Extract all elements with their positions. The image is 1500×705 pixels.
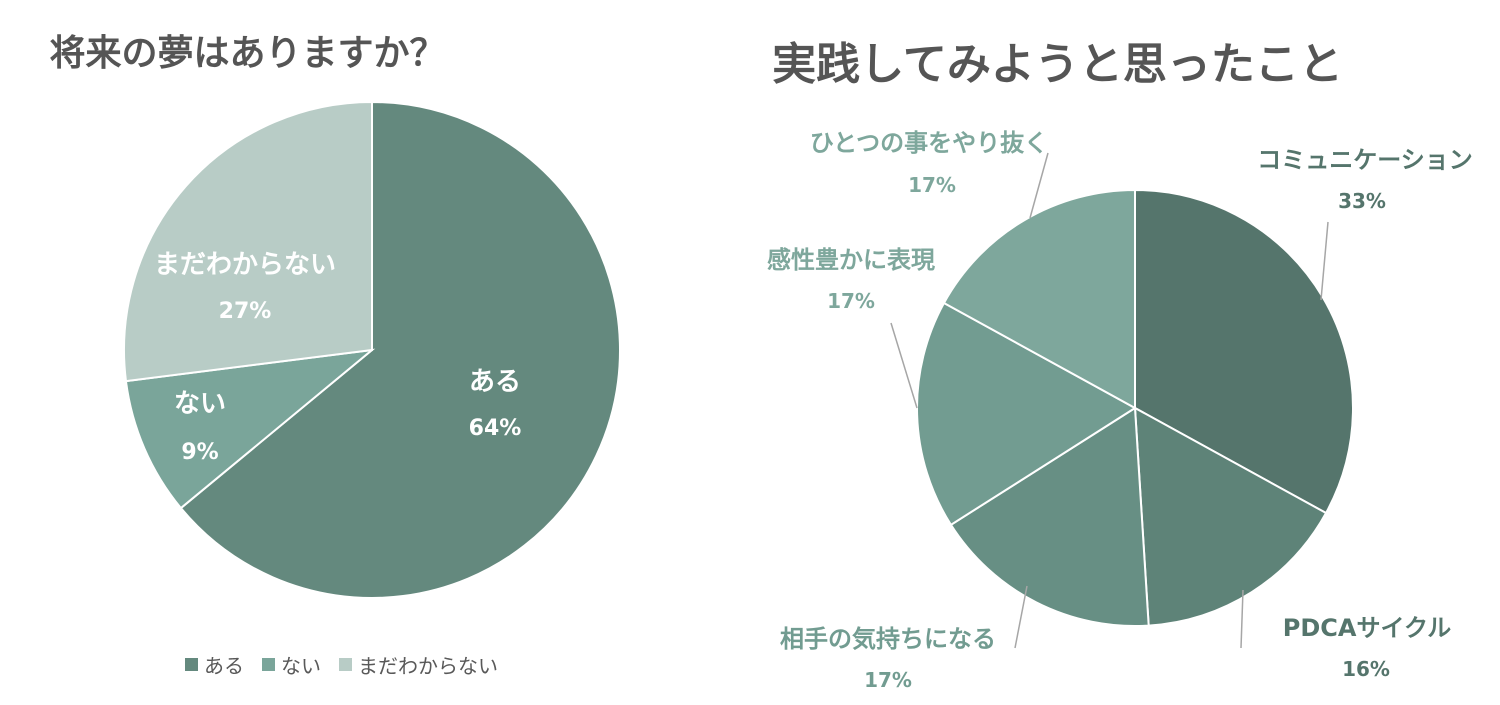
slice-percent-1: 9% [181, 440, 218, 465]
legend-item-madawakaranai: まだわからない [339, 650, 498, 679]
leader-line-1 [1240, 589, 1244, 649]
chart-panel-dreams: 将来の夢はありますか？ ある 64% ない 9% まだわからない 27% ある ない まだ… [0, 0, 745, 705]
leader-line-2 [1014, 585, 1028, 649]
leader-line-0 [1320, 221, 1329, 301]
pie-slice-2 [949, 406, 1150, 627]
pie-slice-0 [179, 100, 621, 599]
slice-label-2: まだわからない [154, 250, 336, 280]
slice-percent-0: 64% [469, 416, 522, 441]
leader-line-4 [1029, 152, 1049, 219]
slice-percent-3: 17% [827, 289, 875, 313]
legend-item-nai: ない [262, 650, 321, 679]
slice-percent-1: 16% [1342, 657, 1390, 681]
slice-label-4: ひとつの事をやり抜く [810, 129, 1048, 157]
leader-line-3 [890, 322, 918, 409]
slice-percent-2: 17% [864, 668, 912, 692]
slice-label-1: PDCAサイクル [1283, 614, 1452, 642]
slice-label-0: コミュニケーション [1257, 146, 1473, 174]
slice-label-1: ない [174, 389, 226, 419]
slice-percent-4: 17% [908, 173, 956, 197]
legend-swatch-madawakaranai [339, 658, 352, 671]
chart-panel-practice: 実践してみようと思ったこと コミュニケーション 33% PDCAサイクル 16% 相手の… [745, 0, 1500, 705]
pie-slice-1 [124, 348, 376, 510]
pie-slice-3 [916, 301, 1137, 527]
legend-label-aru: ある [204, 654, 244, 678]
pie-chart-practice: コミュニケーション 33% PDCAサイクル 16% 相手の気持ちになる 17% 感性豊かに… [767, 129, 1473, 692]
slice-label-0: ある [469, 367, 521, 397]
slice-percent-2: 27% [219, 299, 272, 324]
pie-slice-0 [1134, 188, 1354, 515]
slice-label-2: 相手の気持ちになる [780, 625, 996, 653]
chart-title-practice: 実践してみようと思ったこと [772, 39, 1343, 90]
legend-swatch-nai [262, 658, 275, 671]
legend-swatch-aru [185, 658, 198, 671]
legend-item-aru: ある [185, 650, 244, 679]
legend-label-madawakaranai: まだわからない [358, 654, 498, 678]
pie-slice-1 [1133, 406, 1328, 627]
chart-title-dreams: 将来の夢はありますか？ [49, 33, 446, 74]
slice-label-3: 感性豊かに表現 [767, 246, 935, 274]
pie-slice-4 [942, 188, 1136, 410]
legend-dreams: ある ない まだわからない [185, 650, 498, 679]
slice-percent-0: 33% [1338, 189, 1386, 213]
pie-slice-2 [123, 100, 373, 383]
pie-chart-dreams: ある 64% ない 9% まだわからない 27% [123, 100, 621, 599]
legend-label-nai: ない [281, 654, 321, 678]
